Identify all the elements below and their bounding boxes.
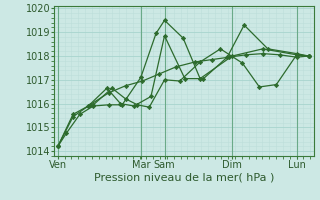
X-axis label: Pression niveau de la mer( hPa ): Pression niveau de la mer( hPa ) (94, 173, 274, 183)
